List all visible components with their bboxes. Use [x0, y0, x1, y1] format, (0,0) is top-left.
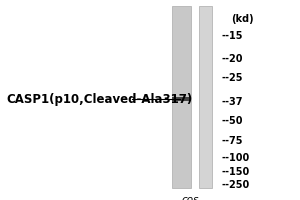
- Text: --75: --75: [221, 136, 243, 146]
- Bar: [172, 97, 191, 101]
- Text: --15: --15: [221, 31, 243, 41]
- Text: (kd): (kd): [231, 14, 254, 24]
- Text: cos: cos: [182, 195, 199, 200]
- Bar: [172, 6, 191, 188]
- Text: --50: --50: [221, 116, 243, 126]
- Text: --37: --37: [221, 97, 243, 107]
- Bar: [199, 6, 212, 188]
- Text: --250: --250: [221, 180, 250, 190]
- Text: --150: --150: [221, 167, 250, 177]
- Text: --20: --20: [221, 54, 243, 64]
- Text: CASP1(p10,Cleaved-Ala317): CASP1(p10,Cleaved-Ala317): [6, 94, 192, 106]
- Text: --25: --25: [221, 73, 243, 83]
- Text: --100: --100: [221, 153, 250, 163]
